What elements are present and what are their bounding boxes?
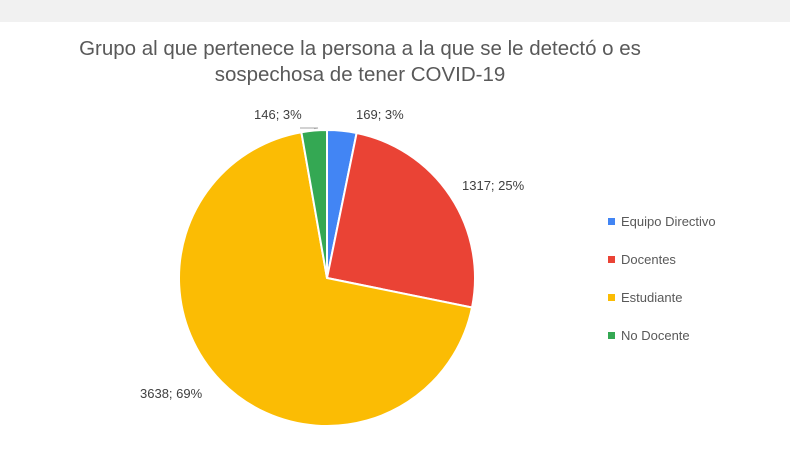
legend-label: Equipo Directivo — [621, 213, 716, 229]
legend-label: No Docente — [621, 327, 690, 343]
data-label-estudiante: 3638; 69% — [140, 386, 203, 401]
legend-swatch — [608, 255, 615, 263]
legend-item-estudiante: Estudiante — [608, 278, 716, 316]
data-label-no-docente: 146; 3% — [254, 107, 302, 122]
legend-item-no-docente: No Docente — [608, 316, 716, 354]
data-label-equipo-directivo: 169; 3% — [356, 107, 404, 122]
legend-swatch — [608, 331, 615, 339]
legend-swatch — [608, 217, 615, 225]
data-label-docentes: 1317; 25% — [462, 178, 525, 193]
chart-title-line-2: sospechosa de tener COVID-19 — [214, 63, 506, 86]
legend: Equipo Directivo Docentes Estudiante No … — [608, 202, 716, 354]
legend-swatch — [608, 293, 615, 301]
leader-line — [300, 127, 319, 130]
legend-item-equipo-directivo: Equipo Directivo — [608, 202, 716, 240]
chart-title: Grupo al que pertenece la persona a la q… — [60, 36, 660, 88]
legend-item-docentes: Docentes — [608, 240, 716, 278]
legend-label: Docentes — [621, 251, 676, 267]
pie-slice-docentes — [325, 131, 476, 309]
chart-title-line-1: Grupo al que pertenece la persona a la q… — [79, 37, 641, 60]
legend-label: Estudiante — [621, 289, 683, 305]
pie-slice-no-docente — [300, 128, 328, 279]
pie-slice-estudiante — [178, 131, 474, 427]
